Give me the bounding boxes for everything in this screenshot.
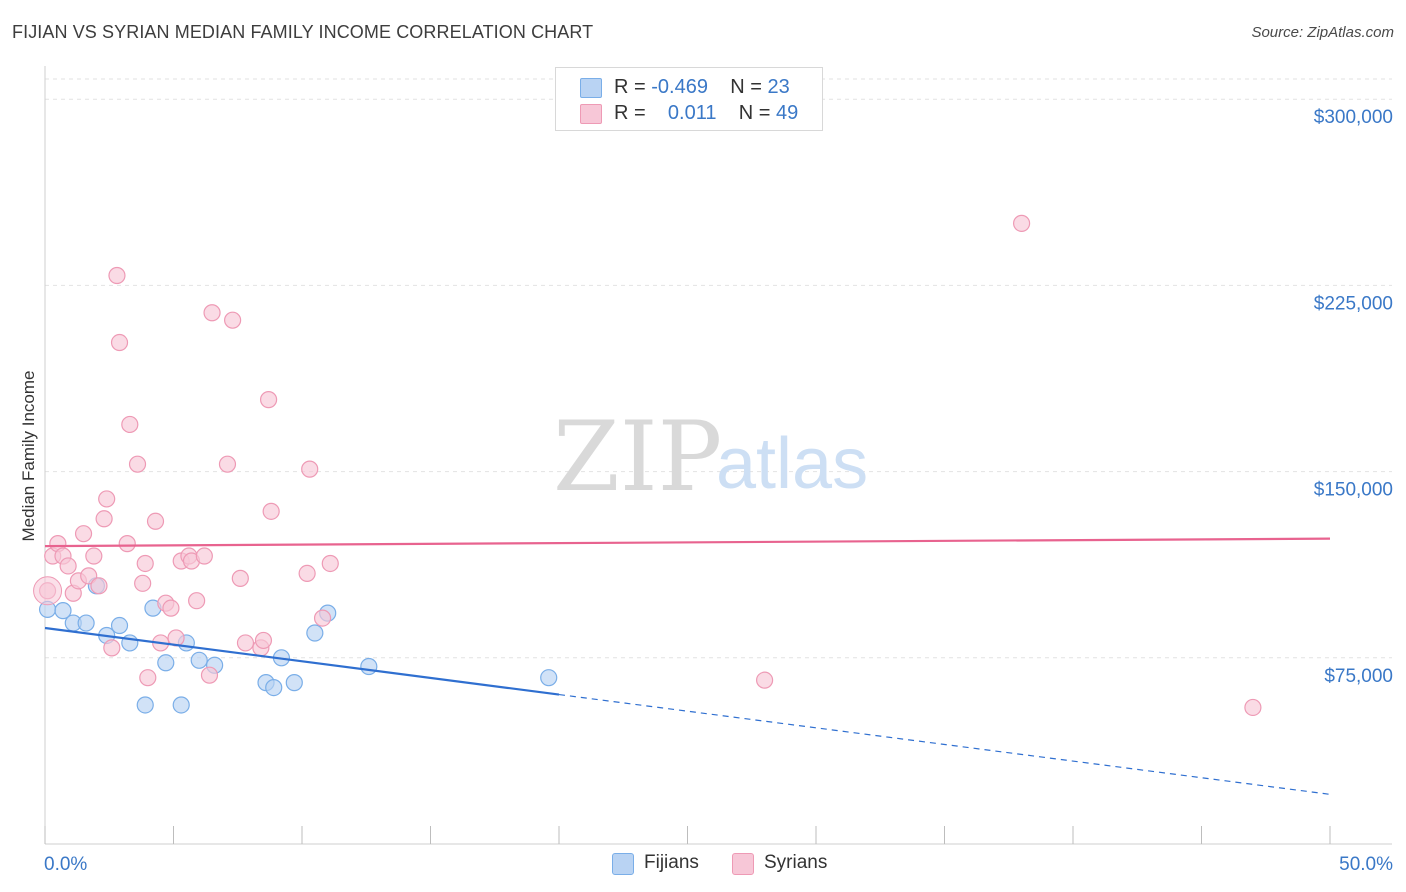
syrian-point [236,634,255,652]
syrians-swatch [580,104,602,124]
syrian-point [146,512,165,530]
chart-title: FIJIAN VS SYRIAN MEDIAN FAMILY INCOME CO… [12,22,594,42]
fijians-r-label: R = [614,76,646,98]
axes [44,66,1392,845]
syrian-point [98,490,116,508]
legend-syrians-label: Syrians [764,852,828,873]
syrian-point [118,535,136,553]
syrian-point [162,599,180,617]
legend-fijians-label: Fijians [644,852,699,873]
syrian-point [259,391,278,409]
fijian-point [157,654,175,672]
syrian-point [136,554,154,573]
syrian-point [200,666,219,684]
fijian-point [54,602,72,620]
syrian-point [755,671,774,689]
syrian-point [301,460,319,478]
syrian-point [203,304,221,322]
fijian-point [540,669,558,687]
syrian-point [59,557,77,575]
fijian-point [285,674,303,692]
syrian-point [90,577,108,595]
chart-source: Source: ZipAtlas.com [1251,24,1394,41]
y-axis-label: Median Family Income [19,370,38,541]
watermark-zip: ZIP [553,401,722,513]
syrian-point [1244,698,1262,717]
syrian-point [262,502,280,520]
fijian-point [77,614,95,632]
x-tick-label: 0.0% [44,854,87,875]
trend-lines [44,537,1331,795]
fijians-trend-projection [558,693,1331,795]
syrians-trend-line [44,537,1331,548]
syrian-point [74,525,93,543]
syrian-point [139,669,157,687]
fijian-point [190,651,208,669]
axis-labels: Median Family Income $75,000 $150,000 $225… [19,107,1393,875]
syrian-point [254,631,273,650]
y-tick-label: $225,000 [1314,293,1393,314]
syrian-point [110,333,129,352]
syrian-point [218,455,237,473]
y-tick-label: $75,000 [1324,666,1393,687]
fijians-r-value: -0.469 [651,76,708,98]
syrian-point [321,554,339,573]
syrian-point [108,266,126,285]
fijian-point [172,696,190,714]
legend-syrians-swatch [732,853,754,875]
fijians-swatch [580,78,602,98]
syrian-point [103,639,121,657]
series-legend: Fijians Syrians [0,852,1406,878]
syrians-n-label: N = [738,102,771,124]
fijians-n-value: 23 [767,76,790,98]
fijians-trend-line [44,626,560,696]
x-tick-label: 50.0% [1339,854,1393,875]
syrian-point [231,569,249,587]
syrian-point [95,510,113,528]
syrian-point [33,576,63,606]
fijians-n-label: N = [730,76,762,98]
syrian-point [134,574,152,592]
syrian-point [1012,214,1031,232]
syrian-point [80,567,98,585]
syrian-point [195,547,213,565]
gridlines [45,78,1392,659]
syrian-point [313,609,332,627]
syrians-r-label: R = [614,102,646,124]
fijian-point [306,624,324,642]
y-tick-label: $300,000 [1314,107,1393,128]
syrian-point [298,564,316,583]
fijian-point [360,657,378,676]
fijian-point [110,616,129,635]
data-points [33,214,1262,717]
syrian-point [85,547,103,565]
syrians-stats: R = 0.011 N = 49 [614,102,798,125]
syrians-n-value: 49 [775,102,799,124]
y-tick-label: $150,000 [1314,480,1393,501]
syrian-point [128,455,147,473]
fijian-point [265,678,283,697]
watermark: ZIP atlas [553,401,868,513]
syrians-r-value: 0.011 [667,102,717,124]
fijian-point [136,696,154,714]
legend-fijians-swatch [612,853,634,875]
watermark-atlas: atlas [716,424,868,504]
syrian-point [188,592,206,610]
fijians-stats: R = -0.469 N = 23 [614,76,790,99]
syrian-point [121,415,139,434]
syrian-point [224,311,242,329]
stats-legend: R = -0.469 N = 23 R = 0.011 N = 49 [555,67,823,131]
